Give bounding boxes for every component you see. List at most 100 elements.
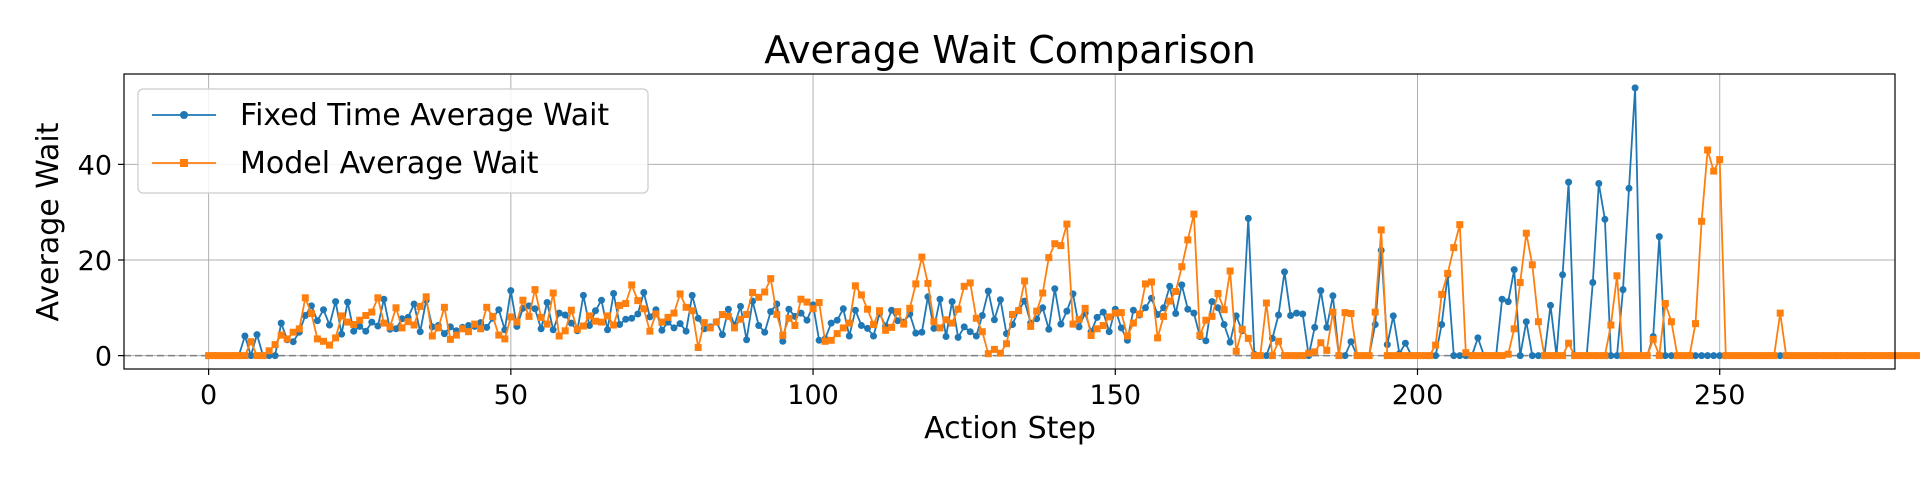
series-1-point [1347, 338, 1355, 346]
series-2-point [1758, 352, 1766, 360]
series-2-point [731, 324, 738, 332]
series-1-point [1129, 306, 1137, 314]
series-1-point [1547, 301, 1554, 309]
series-1-point [918, 328, 926, 336]
series-2-point [1619, 352, 1627, 360]
series-1-point [1498, 295, 1506, 303]
series-2-point [882, 326, 890, 334]
series-2-point [1837, 352, 1845, 360]
series-2-point [1631, 352, 1639, 360]
series-2-point [271, 341, 279, 349]
series-2-point [1698, 217, 1706, 225]
series-2-point [1208, 312, 1216, 320]
series-1-point [374, 322, 382, 330]
series-1-point [1226, 338, 1234, 346]
chart-title: Average Wait Comparison [764, 28, 1256, 72]
series-2-point [791, 322, 799, 329]
series-1-point [1704, 352, 1712, 360]
series-2-point [990, 345, 998, 353]
series-2-point [978, 328, 986, 336]
series-1-point [1311, 323, 1319, 331]
series-1-point [410, 300, 418, 308]
series-1-point [888, 306, 896, 314]
series-1-point [1287, 312, 1295, 319]
x-tick-label: 50 [494, 380, 528, 411]
series-2-point [894, 308, 902, 316]
series-2-point [1287, 352, 1295, 360]
series-1-point [1063, 307, 1071, 315]
series-2-point [1226, 267, 1234, 275]
series-1-point [1692, 352, 1699, 360]
series-2 [205, 146, 1920, 360]
series-2-point [428, 332, 436, 340]
legend-label: Model Average Wait [240, 146, 539, 181]
series-2-point [1087, 332, 1095, 339]
series-2-point [543, 320, 551, 328]
series-1-point [1528, 352, 1536, 360]
series-1-point [531, 305, 539, 313]
series-2-point [1359, 352, 1367, 360]
series-1-point [670, 324, 678, 332]
series-2-point [676, 290, 684, 298]
series-2-point [942, 316, 950, 324]
series-2-point [1915, 352, 1920, 360]
series-2-point [821, 337, 829, 345]
series-1-point [440, 330, 448, 338]
series-2-point [1111, 309, 1119, 317]
series-2-point [1770, 352, 1778, 360]
series-2-point [870, 321, 877, 328]
legend-label: Fixed Time Average Wait [240, 98, 609, 133]
series-2-point [1105, 313, 1113, 321]
series-2-point [1051, 240, 1059, 248]
series-2-point [1571, 352, 1579, 360]
series-1-point [1698, 352, 1706, 360]
series-2-point [1395, 352, 1403, 360]
series-2-point [966, 279, 974, 287]
series-2-point [1873, 352, 1881, 360]
series-1-point [1172, 310, 1180, 317]
series-2-point [1637, 352, 1645, 360]
series-2-point [1365, 352, 1373, 360]
series-2-point [1553, 352, 1560, 360]
series-1-point [724, 305, 732, 313]
series-1-point [1317, 287, 1325, 295]
series-2-point [1667, 318, 1675, 326]
series-2-point [1184, 236, 1192, 244]
series-2-point [434, 324, 442, 332]
series-2-point [1746, 352, 1754, 360]
series-2-point [1819, 352, 1826, 360]
series-2-point [954, 305, 962, 313]
series-2-point [289, 328, 297, 336]
series-2-point [1855, 352, 1863, 360]
legend-marker-circle [180, 111, 188, 119]
series-2-point [1625, 352, 1633, 360]
series-2-point [1166, 297, 1174, 305]
series-2-point [1673, 352, 1681, 360]
series-2-point [1438, 290, 1446, 298]
series-2-point [1154, 334, 1162, 342]
legend-box [137, 88, 649, 194]
series-1-point [894, 317, 902, 325]
series-1-point [356, 322, 364, 330]
y-axis-label: Average Wait [31, 122, 66, 321]
series-1-point [972, 332, 980, 340]
series-2-point [495, 331, 503, 339]
series-2-point [743, 311, 751, 318]
series-1-point [271, 352, 279, 360]
series-2-point [888, 323, 896, 331]
series-2-point [483, 303, 491, 311]
series-2-point [912, 280, 920, 288]
series-1-point [326, 321, 333, 329]
series-1-point [718, 331, 726, 339]
series-1-point [1450, 352, 1458, 360]
series-1-point [1184, 305, 1192, 313]
series-1-point [694, 314, 702, 322]
series-2-point [416, 302, 424, 310]
series-2-point [1510, 325, 1518, 333]
series-1-point [743, 336, 751, 344]
series-2-point [362, 312, 370, 319]
series-2-point [573, 325, 581, 333]
series-1-point [1589, 279, 1597, 286]
series-2-point [1190, 210, 1198, 218]
series-2-point [1722, 352, 1730, 360]
